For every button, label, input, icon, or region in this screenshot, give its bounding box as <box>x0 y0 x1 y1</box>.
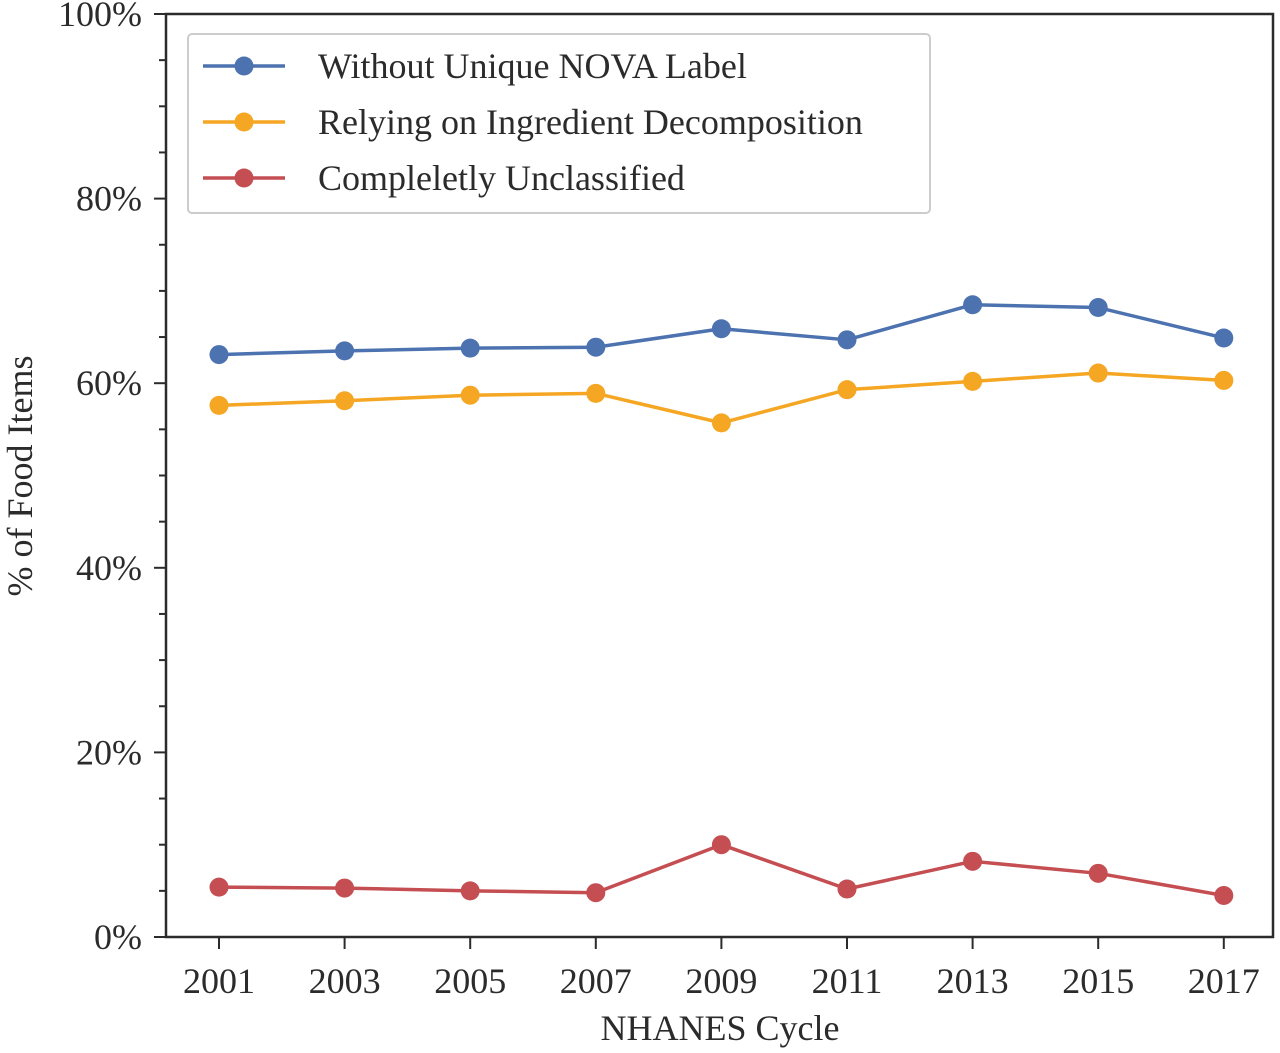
y-tick-label: 20% <box>76 732 142 772</box>
data-point <box>711 835 731 855</box>
x-axis-title: NHANES Cycle <box>601 1008 840 1048</box>
series-layer <box>209 295 1234 905</box>
data-point <box>963 851 983 871</box>
data-point <box>209 345 229 365</box>
data-point <box>460 385 480 405</box>
legend-label: Compleletly Unclassified <box>318 158 685 198</box>
data-point <box>837 380 857 400</box>
x-tick-label: 2001 <box>183 961 255 1001</box>
x-axis: 2001 2003 2005 2007 2009 2011 2013 2015 2017 <box>183 937 1260 1001</box>
data-point <box>586 383 606 403</box>
legend-marker <box>234 168 254 188</box>
x-tick-label: 2017 <box>1188 961 1260 1001</box>
x-tick-label: 2009 <box>685 961 757 1001</box>
series-2 <box>209 363 1234 433</box>
data-point <box>1088 363 1108 383</box>
data-point <box>1214 885 1234 905</box>
data-point <box>1214 370 1234 390</box>
data-point <box>335 391 355 411</box>
data-point <box>1088 298 1108 318</box>
y-tick-label: 80% <box>76 179 142 219</box>
y-tick-label: 0% <box>94 917 142 957</box>
data-point <box>586 337 606 357</box>
data-point <box>963 371 983 391</box>
legend-marker <box>234 112 254 132</box>
data-point <box>586 883 606 903</box>
y-tick-label: 40% <box>76 548 142 588</box>
data-point <box>209 395 229 415</box>
legend-item: Compleletly Unclassified <box>203 158 685 198</box>
legend-item: Relying on Ingredient Decomposition <box>203 102 863 142</box>
x-tick-label: 2007 <box>560 961 632 1001</box>
data-point <box>1088 863 1108 883</box>
series-1 <box>209 295 1234 365</box>
series-3 <box>209 835 1234 905</box>
legend-item: Without Unique NOVA Label <box>203 46 747 86</box>
data-point <box>335 341 355 361</box>
data-point <box>335 878 355 898</box>
y-axis: 0% 20% 40% 60% 80% 100% <box>58 0 166 957</box>
legend: Without Unique NOVA Label Relying on Ingr… <box>187 33 931 214</box>
data-point <box>1214 328 1234 348</box>
data-point <box>711 413 731 433</box>
data-point <box>209 877 229 897</box>
x-tick-label: 2003 <box>309 961 381 1001</box>
legend-label: Without Unique NOVA Label <box>318 46 747 86</box>
data-point <box>837 879 857 899</box>
y-axis-title: % of Food Items <box>0 356 40 597</box>
x-tick-label: 2013 <box>937 961 1009 1001</box>
legend-label: Relying on Ingredient Decomposition <box>318 102 863 142</box>
x-tick-label: 2015 <box>1062 961 1134 1001</box>
y-tick-label: 60% <box>76 363 142 403</box>
data-point <box>711 319 731 339</box>
legend-marker <box>234 56 254 76</box>
x-tick-label: 2011 <box>812 961 883 1001</box>
x-tick-label: 2005 <box>434 961 506 1001</box>
data-point <box>460 881 480 901</box>
data-point <box>460 338 480 358</box>
y-tick-label: 100% <box>58 0 142 34</box>
data-point <box>963 295 983 315</box>
legend-box <box>187 33 931 214</box>
data-point <box>837 330 857 350</box>
